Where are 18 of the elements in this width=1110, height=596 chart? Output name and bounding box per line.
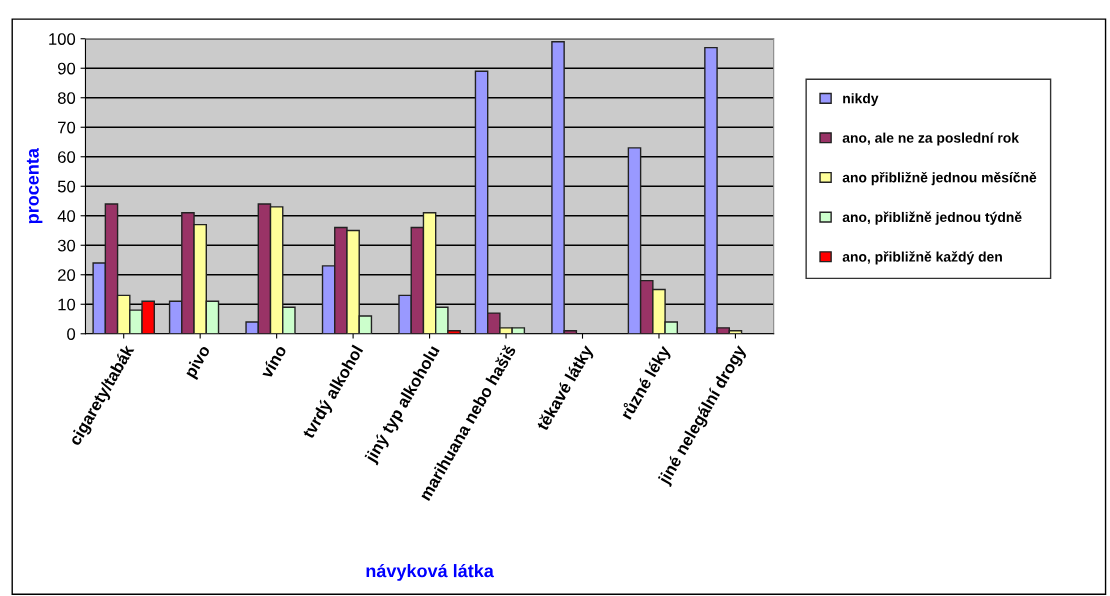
legend-label: ano, ale ne za poslední rok	[842, 132, 1020, 146]
y-tick-label: 50	[57, 180, 76, 193]
y-tick-label: 20	[58, 269, 76, 281]
legend-label: ano přibližně jednou měsíčně	[842, 171, 1037, 186]
y-tick-label: 60	[58, 151, 76, 163]
y-tick-label: 40	[57, 210, 76, 222]
y-tick-label: 30	[57, 239, 76, 252]
y-tick-label: 90	[57, 62, 76, 75]
y-tick-label: 70	[58, 121, 76, 134]
x-axis-title: návyková látka	[366, 563, 494, 581]
y-tick-label: 80	[57, 92, 76, 104]
y-tick-label: 100	[49, 33, 76, 45]
legend-label: nikdy	[843, 93, 879, 107]
y-tick-label: 0	[67, 328, 76, 340]
legend-label: ano, přibližně každý den	[842, 251, 1002, 265]
y-axis-title: procenta	[26, 148, 43, 224]
y-tick-label: 10	[58, 298, 76, 311]
legend-label: ano, přibližně jednou týdně	[842, 211, 1022, 225]
